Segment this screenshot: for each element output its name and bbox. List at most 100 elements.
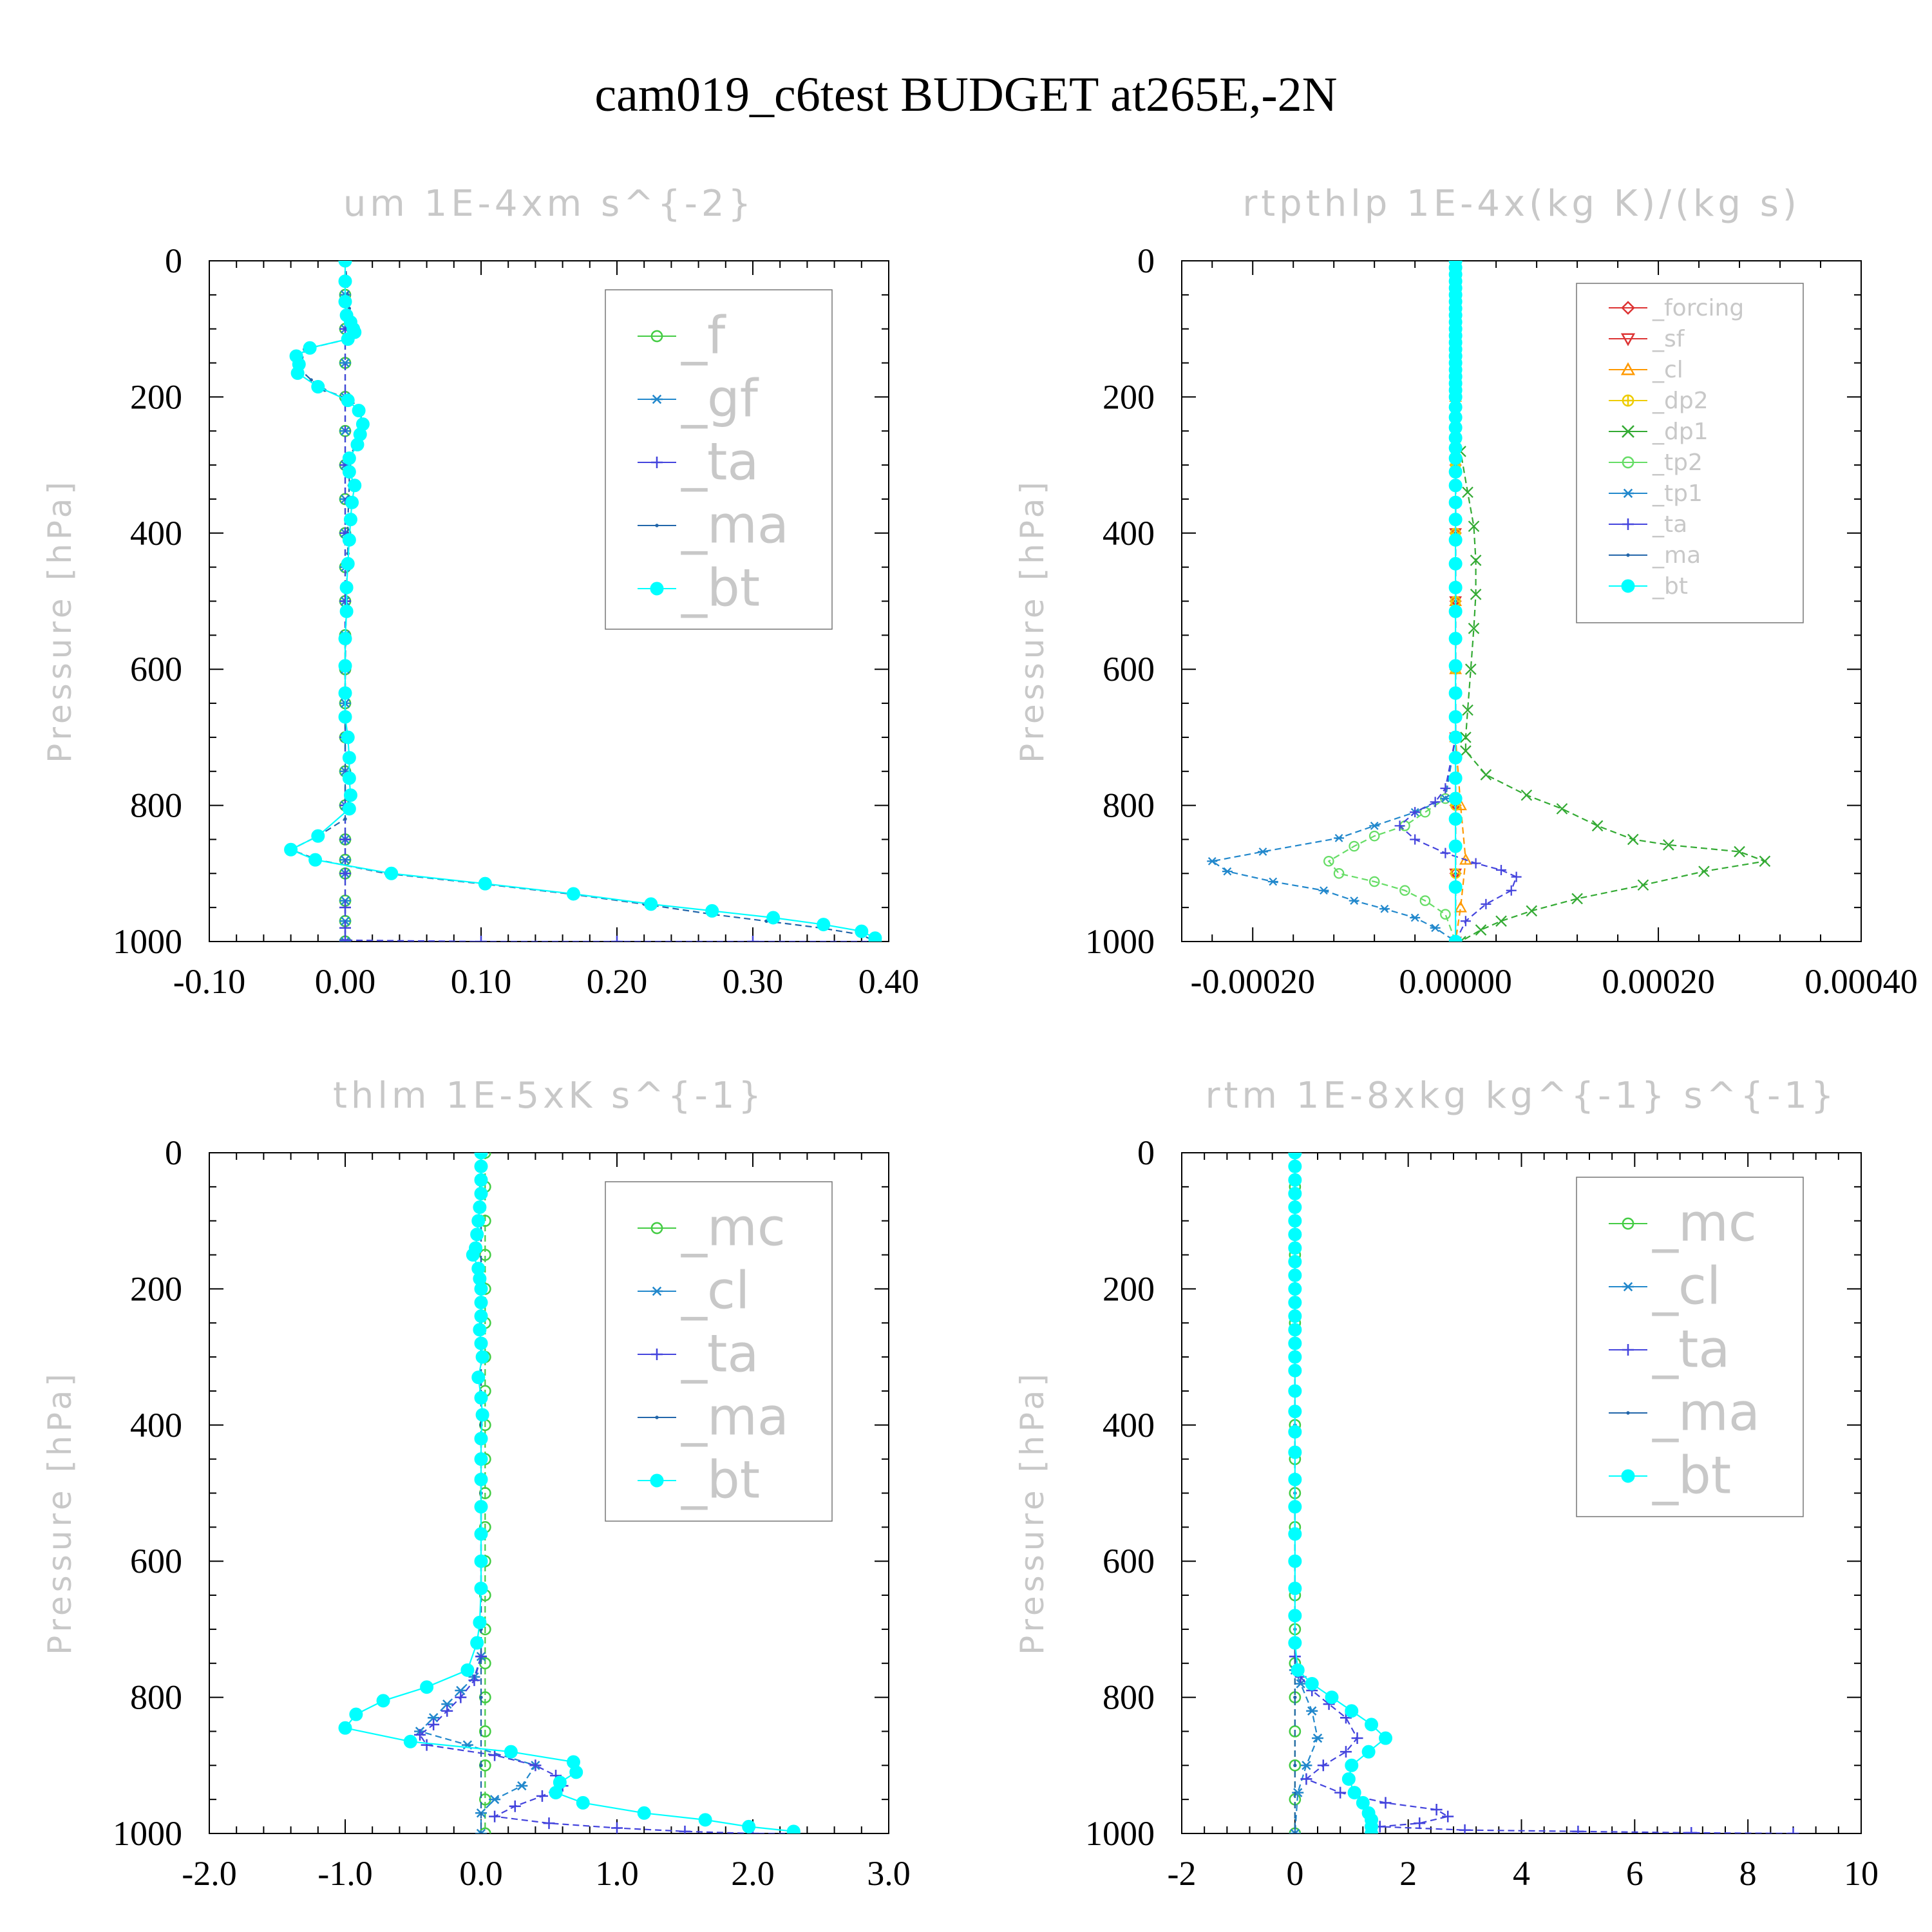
- series-ta-point: [339, 833, 351, 846]
- legend-swatch-marker: [1622, 1344, 1634, 1356]
- series-ta-point: [1470, 858, 1481, 869]
- series-dp1-point: [1627, 833, 1639, 846]
- series-tp2-line: [1327, 261, 1457, 942]
- legend-swatch-marker: [1622, 456, 1634, 469]
- legend-box: [1576, 283, 1804, 623]
- legend-swatch-marker: [1620, 333, 1636, 346]
- series-bt-point: [1288, 1554, 1302, 1568]
- series-bt-point: [1288, 1609, 1302, 1623]
- series-ta-point: [339, 867, 351, 880]
- y-tick-label: 1000: [1085, 1814, 1155, 1853]
- series-ta-point: [611, 1822, 623, 1833]
- y-tick-label: 0: [165, 1133, 182, 1172]
- panel-title: um 1E-4xm s^{-2}: [343, 183, 755, 225]
- series-ta-line: [344, 261, 875, 942]
- series-bt-point: [474, 1296, 488, 1310]
- x-tick-label: 0.00020: [1602, 962, 1715, 1001]
- series-bt-point: [566, 887, 580, 901]
- series-bt-point: [474, 1554, 488, 1568]
- series-bt-point: [341, 332, 355, 346]
- series-tp1-point: [1334, 833, 1345, 842]
- series-bt-point: [311, 380, 325, 394]
- series-bt-point: [345, 495, 359, 509]
- series-bt-point: [474, 1309, 488, 1323]
- series-bt-point: [1448, 604, 1463, 618]
- series-dp1-point: [1663, 839, 1674, 851]
- series-bt-point: [342, 533, 356, 547]
- series-tp1-point: [1349, 896, 1359, 905]
- series-bt-point: [817, 918, 831, 932]
- legend-swatch-marker: [650, 330, 663, 343]
- series-bt-point: [1288, 1445, 1302, 1459]
- series-cl-point: [1300, 1761, 1312, 1770]
- series-bt-point: [868, 934, 882, 942]
- series-ta-point: [1506, 885, 1517, 896]
- y-tick-label: 800: [1103, 1678, 1155, 1717]
- series-tp1-point: [1410, 913, 1421, 922]
- series-dp1-point: [1734, 846, 1745, 858]
- series-dp1-point: [1475, 924, 1487, 936]
- legend-label: _ma: [681, 495, 789, 554]
- legend-label: _f: [681, 305, 726, 365]
- y-tick-label: 400: [130, 1406, 182, 1444]
- x-tick-label: 4: [1513, 1854, 1530, 1893]
- series-bt-point: [338, 1721, 352, 1735]
- series-dp1-point: [1571, 893, 1583, 905]
- series-ta-point: [1440, 783, 1451, 794]
- series-bt-point: [341, 393, 355, 408]
- series-dp1-point: [1464, 663, 1477, 675]
- series-tp1-point: [1257, 848, 1268, 856]
- legend-box: [605, 289, 833, 630]
- series-bt-point: [460, 1663, 475, 1677]
- series-bt-point: [1288, 1425, 1302, 1439]
- series-bt-point: [284, 842, 298, 857]
- panels: um 1E-4xm s^{-2} Pressure [hPa] 0 200 400 600…: [41, 183, 1918, 1893]
- series-dp1-point: [1526, 905, 1538, 917]
- series-mc-point: [1289, 1759, 1302, 1772]
- series-bt-point: [1379, 1731, 1392, 1745]
- series-bt-point: [308, 853, 323, 867]
- y-axis-label: Pressure [hPa]: [41, 1370, 79, 1655]
- legend: _mc_cl_ta_ma_bt: [1576, 1177, 1804, 1517]
- series-bt-point: [1448, 580, 1463, 594]
- y-tick-label: 800: [1103, 786, 1155, 825]
- series-bt-point: [338, 294, 352, 308]
- x-tick-label: 0.00000: [1399, 962, 1512, 1001]
- series-tp1-point: [1369, 821, 1380, 830]
- series-bt-point: [1288, 1200, 1302, 1215]
- series-ta-point: [1460, 916, 1471, 927]
- legend-label: _ta: [1652, 511, 1687, 538]
- series-bt-point: [504, 1745, 518, 1759]
- series-bt-point: [1288, 1472, 1302, 1486]
- x-tick-label: -2: [1168, 1854, 1197, 1893]
- series-bt-point: [1288, 1363, 1302, 1378]
- legend-swatch-marker: [1621, 1469, 1635, 1483]
- y-tick-label: 600: [130, 1542, 182, 1580]
- series-tp2-point: [1349, 840, 1360, 852]
- series-bt-point: [474, 1186, 488, 1200]
- panel-1: um 1E-4xm s^{-2} Pressure [hPa] 0 200 400 600…: [41, 183, 919, 1001]
- y-tick-label: 200: [1103, 377, 1155, 416]
- series-bt-point: [705, 904, 719, 918]
- series-bt-point: [1448, 513, 1463, 527]
- series-ta-point: [339, 902, 351, 914]
- y-tick-label: 400: [1103, 1406, 1155, 1444]
- series-bt-point: [576, 1795, 590, 1810]
- legend-swatch-marker: [1622, 1217, 1634, 1230]
- series-bt-point: [473, 1200, 487, 1215]
- y-tick-label: 1000: [1085, 922, 1155, 961]
- x-tick-label: 0: [1286, 1854, 1303, 1893]
- series-bt-point: [1291, 1663, 1305, 1677]
- series-dp1-point: [1462, 486, 1473, 498]
- series-dp1-point: [1759, 855, 1771, 867]
- x-tick-label: 10: [1844, 1854, 1879, 1893]
- series-bt-point: [474, 1282, 488, 1296]
- series-bt-point: [1448, 495, 1463, 509]
- series-bt-point: [471, 1214, 486, 1228]
- series-tp2-point: [1399, 885, 1410, 896]
- series-bt-point: [403, 1734, 417, 1748]
- x-tick-label: 0.10: [451, 962, 512, 1001]
- series-bt-point: [338, 710, 352, 724]
- series-bt-point: [478, 876, 492, 891]
